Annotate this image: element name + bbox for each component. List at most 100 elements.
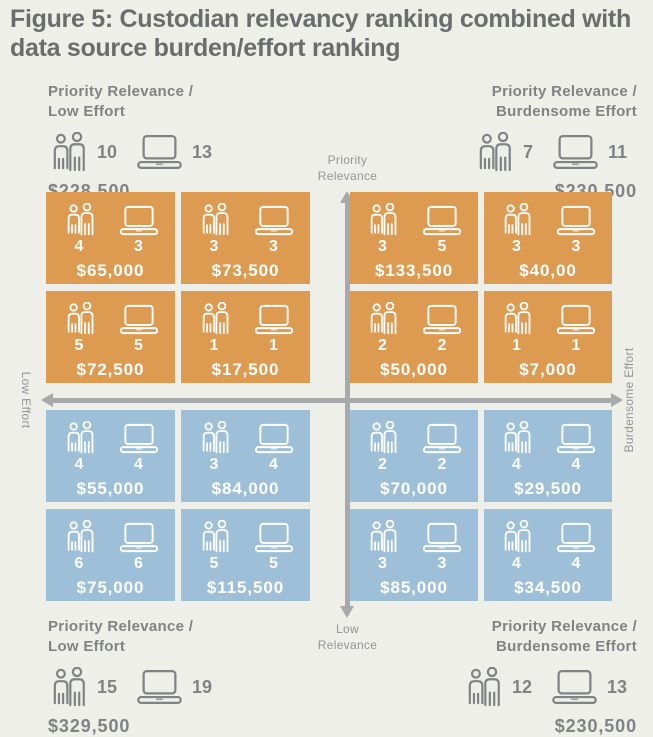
cell-icon-row: 3 3 [366,520,462,573]
cell-icon-row: 2 2 [366,302,462,355]
people-icon [67,302,93,335]
people-icon [202,302,228,335]
arrow-right-icon [611,393,623,407]
data-source-total: 11 [607,141,627,162]
quadrant-summary-top-left: Priority Relevance / Low Effort 10 13 $2… [48,82,348,202]
axis-label-priority-relevance: Priority Relevance [317,153,378,184]
cell-cost: $50,000 [380,360,448,379]
laptop-icon [119,522,158,553]
cell-icon-row: 1 1 [198,302,294,355]
cell-cost: $84,000 [211,479,280,498]
people-icon [370,421,397,454]
quadrant-summary-bottom-right: Priority Relevance / Burdensome Effort 1… [337,617,637,737]
custodian-total: 12 [511,676,532,697]
people-icon [479,132,511,172]
custodian-count: 5 [209,555,219,572]
custodian-count: 4 [74,238,84,255]
people-icon [370,302,397,335]
custodian-count: 3 [378,555,387,572]
cell-icon-row: 4 4 [500,520,596,573]
quadrant-total-cost: $230,500 [554,716,637,736]
quadrant-label: Priority Relevance / Low Effort [48,617,348,656]
data-source-count: 4 [134,456,143,473]
laptop-icon [422,423,462,454]
arrow-left-icon [41,393,53,407]
quadrant-grid-top-right: 3 5 $133,500 3 3 $40,00 2 [350,192,612,383]
data-source-count: 2 [437,456,447,473]
people-icon [468,667,500,707]
laptop-icon [422,205,462,236]
people-icon [67,203,93,236]
custodian-count: 5 [74,337,84,354]
data-source-count: 3 [571,238,581,255]
data-source-count: 2 [437,337,447,354]
data-source-count: 5 [134,337,143,354]
cell-icon-row: 3 3 [500,203,596,256]
quadrant-label-line1: Priority Relevance / [491,618,637,635]
custodian-count: 1 [209,337,219,354]
matrix-cell: 3 3 $85,000 [350,509,478,601]
quadrant-label-line1: Priority Relevance / [491,83,637,100]
quadrant-label: Priority Relevance / Burdensome Effort [337,617,637,656]
matrix-cell: 3 3 $73,500 [181,192,310,284]
matrix-cell: 5 5 $72,500 [46,291,175,383]
laptop-icon [254,304,293,335]
relevance-axis-line [345,202,350,608]
quadrant-label-line1: Priority Relevance / [48,618,194,635]
quadrant-totals-row: 10 13 [48,132,348,172]
cell-icon-row: 3 4 [198,421,294,474]
matrix-cell: 4 4 $34,500 [484,509,612,601]
laptop-icon [137,135,182,169]
matrix-cell: 3 4 $84,000 [181,410,310,502]
people-icon [370,520,397,553]
matrix-cell: 2 2 $70,000 [350,410,478,502]
people-icon [504,203,531,236]
custodian-count: 2 [378,456,387,473]
quadrant-summary-bottom-left: Priority Relevance / Low Effort 15 19 $3… [48,617,348,737]
data-source-total: 13 [606,676,627,697]
matrix-cell: 1 1 $17,500 [181,291,310,383]
laptop-icon [422,304,462,335]
quadrant-total-cost: $329,500 [48,716,131,736]
quadrant-label-line2: Low Effort [48,637,126,655]
people-icon [67,421,93,454]
cell-icon-row: 6 6 [63,520,159,573]
custodian-count: 2 [378,337,387,354]
cell-cost: $75,000 [76,578,145,597]
axis-label-low-relevance: Low Relevance [317,622,378,653]
cell-icon-row: 3 3 [198,203,294,256]
cell-icon-row: 3 5 [366,203,462,256]
cell-cost: $65,000 [76,261,145,280]
quadrant-label-line2: Burdensome Effort [496,102,637,120]
laptop-icon [556,304,596,335]
cell-cost: $73,500 [211,261,280,280]
cell-cost: $7,000 [519,360,577,379]
custodian-count: 6 [74,555,84,572]
matrix-cell: 5 5 $115,500 [181,509,310,601]
quadrant-totals-row: 12 13 [337,667,637,707]
custodian-count: 3 [209,238,219,255]
data-source-count: 3 [134,238,143,255]
matrix-cell: 3 3 $40,00 [484,192,612,284]
matrix-cell: 2 2 $50,000 [350,291,478,383]
custodian-count: 3 [378,238,387,255]
custodian-count: 4 [74,456,84,473]
data-source-count: 4 [571,555,581,572]
matrix-cell: 4 4 $29,500 [484,410,612,502]
cell-icon-row: 1 1 [500,302,596,355]
quadrant-label-line1: Priority Relevance / [48,83,194,100]
matrix-cell: 4 4 $55,000 [46,410,175,502]
data-source-count: 4 [269,456,278,473]
data-source-total: 19 [192,676,213,697]
custodian-total: 10 [97,141,118,162]
people-icon [53,667,85,707]
quadrant-totals-row: 7 11 [337,132,637,172]
quadrant-label-line2: Burdensome Effort [496,637,637,655]
people-icon [202,203,228,236]
quadrant-totals-row: 15 19 [48,667,348,707]
custodian-total: 7 [522,141,533,162]
cell-icon-row: 4 4 [500,421,596,474]
cell-cost: $34,500 [514,578,582,597]
data-source-count: 3 [437,555,447,572]
data-source-count: 1 [269,337,278,354]
